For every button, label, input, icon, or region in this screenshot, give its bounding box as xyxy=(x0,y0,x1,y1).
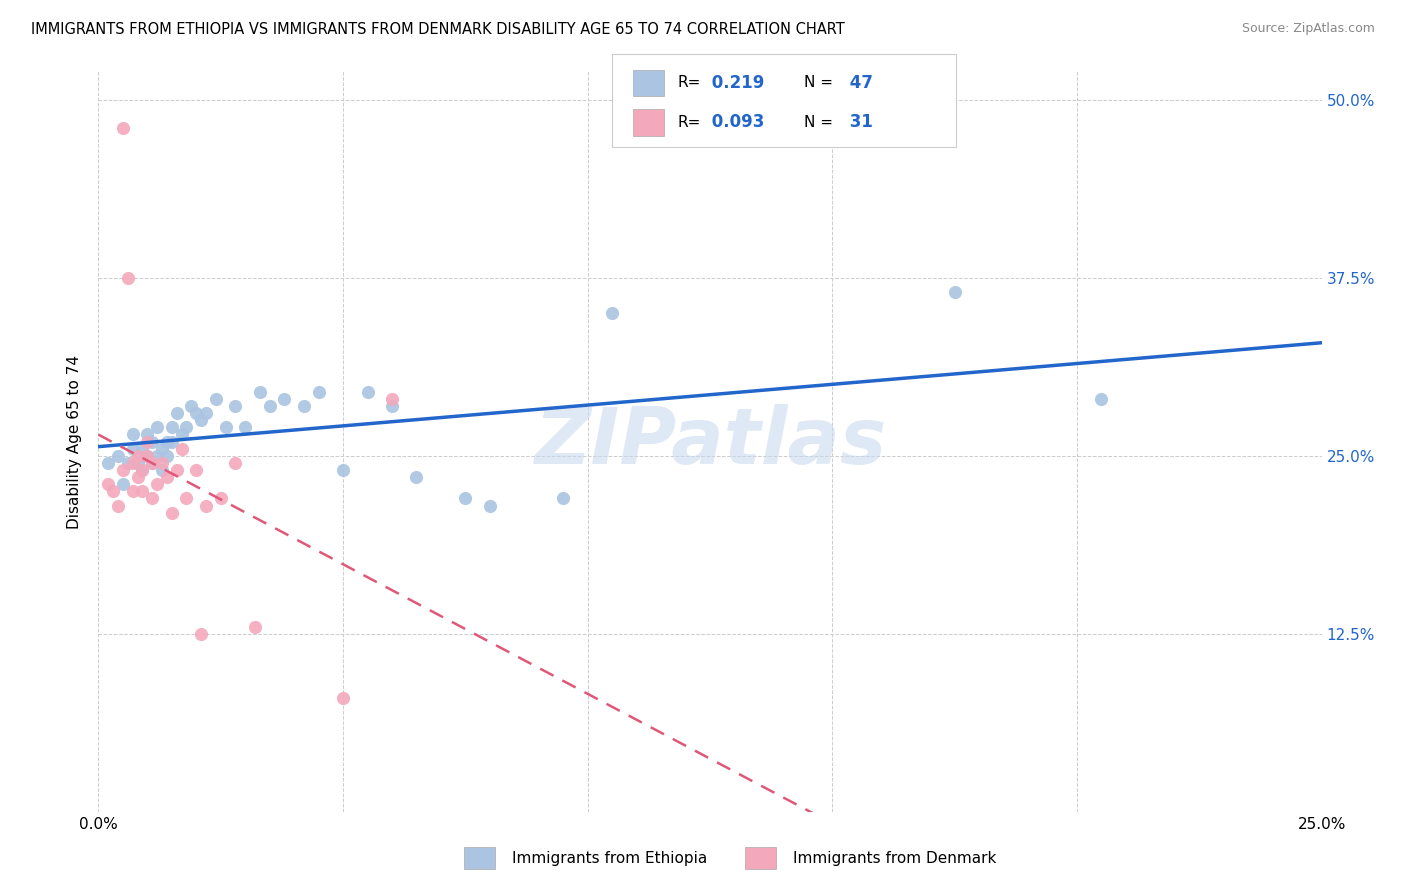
Point xyxy=(170,427,193,442)
Point xyxy=(224,456,246,470)
Text: ZIPatlas: ZIPatlas xyxy=(534,403,886,480)
Y-axis label: Disability Age 65 to 74: Disability Age 65 to 74 xyxy=(67,354,83,529)
Point xyxy=(600,306,623,320)
Point xyxy=(166,406,188,420)
Point xyxy=(180,399,202,413)
Point xyxy=(101,484,124,499)
Point xyxy=(195,499,218,513)
Text: 0.219: 0.219 xyxy=(706,74,765,92)
Point xyxy=(97,477,120,491)
Point xyxy=(259,399,281,413)
Point xyxy=(224,399,246,413)
Point xyxy=(146,420,169,434)
Text: 0.093: 0.093 xyxy=(706,113,765,131)
Point xyxy=(141,456,163,470)
Point xyxy=(136,449,159,463)
Point xyxy=(150,463,173,477)
Point xyxy=(190,413,212,427)
Point xyxy=(249,384,271,399)
Point xyxy=(190,626,212,640)
Point xyxy=(332,690,354,705)
Point xyxy=(121,442,143,456)
Point xyxy=(131,442,153,456)
Point xyxy=(131,463,153,477)
Point xyxy=(186,463,208,477)
Point xyxy=(156,470,179,484)
Point xyxy=(176,420,198,434)
Point xyxy=(150,442,173,456)
Point xyxy=(553,491,575,506)
Point xyxy=(127,470,149,484)
Point xyxy=(141,434,163,449)
Point xyxy=(131,484,153,499)
Point xyxy=(150,456,173,470)
Point xyxy=(117,270,139,285)
Text: R=: R= xyxy=(678,76,702,90)
Point xyxy=(156,434,179,449)
Point xyxy=(233,420,256,434)
Point xyxy=(478,499,501,513)
Point xyxy=(141,456,163,470)
Point xyxy=(136,434,159,449)
Point xyxy=(107,499,129,513)
Point xyxy=(381,399,404,413)
Point xyxy=(176,491,198,506)
Point xyxy=(156,449,179,463)
Point xyxy=(405,470,427,484)
Text: N =: N = xyxy=(804,115,834,129)
Point xyxy=(292,399,315,413)
Point xyxy=(121,484,143,499)
Point xyxy=(136,427,159,442)
Point xyxy=(209,491,232,506)
Point xyxy=(146,477,169,491)
Point xyxy=(243,619,266,633)
Point xyxy=(1090,392,1112,406)
Text: Source: ZipAtlas.com: Source: ZipAtlas.com xyxy=(1241,22,1375,36)
Point xyxy=(127,456,149,470)
Point xyxy=(131,463,153,477)
Text: 47: 47 xyxy=(844,74,873,92)
Point xyxy=(273,392,295,406)
Point xyxy=(308,384,330,399)
Point xyxy=(136,449,159,463)
Text: Immigrants from Denmark: Immigrants from Denmark xyxy=(793,851,997,865)
Point xyxy=(205,392,228,406)
Point xyxy=(160,434,183,449)
Point xyxy=(121,456,143,470)
Point xyxy=(356,384,378,399)
Point xyxy=(160,506,183,520)
Text: 31: 31 xyxy=(844,113,873,131)
Text: Immigrants from Ethiopia: Immigrants from Ethiopia xyxy=(512,851,707,865)
Text: N =: N = xyxy=(804,76,834,90)
Point xyxy=(454,491,477,506)
Point xyxy=(195,406,218,420)
Point xyxy=(146,449,169,463)
Point xyxy=(127,449,149,463)
Text: IMMIGRANTS FROM ETHIOPIA VS IMMIGRANTS FROM DENMARK DISABILITY AGE 65 TO 74 CORR: IMMIGRANTS FROM ETHIOPIA VS IMMIGRANTS F… xyxy=(31,22,845,37)
Point xyxy=(97,456,120,470)
Point xyxy=(111,121,134,136)
Point xyxy=(111,477,134,491)
Point xyxy=(381,392,404,406)
Point xyxy=(117,456,139,470)
Point xyxy=(214,420,236,434)
Point xyxy=(943,285,966,299)
Point xyxy=(332,463,354,477)
Point xyxy=(121,427,143,442)
Point xyxy=(111,463,134,477)
Point xyxy=(160,420,183,434)
Point xyxy=(170,442,193,456)
Point xyxy=(186,406,208,420)
Point xyxy=(141,491,163,506)
Point xyxy=(107,449,129,463)
Point xyxy=(166,463,188,477)
Text: R=: R= xyxy=(678,115,702,129)
